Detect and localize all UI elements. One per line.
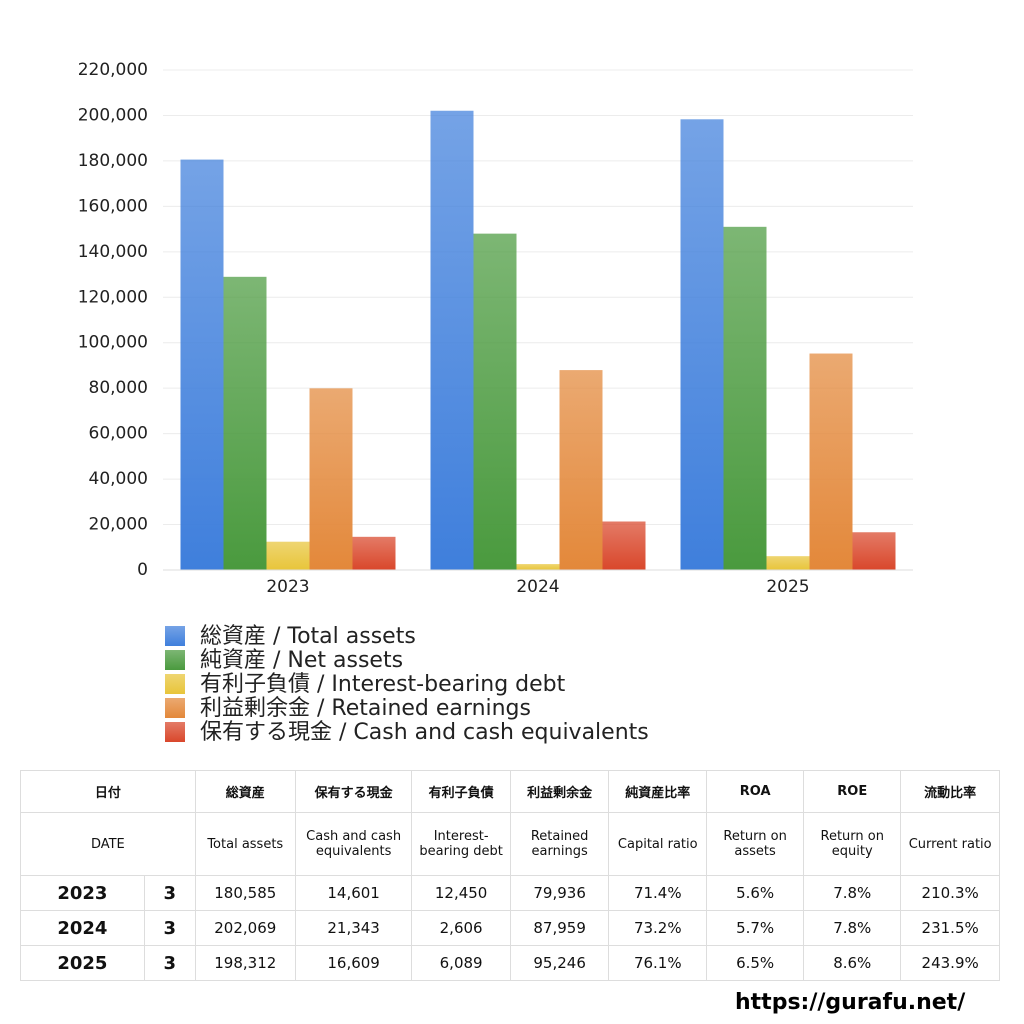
table-cell: 76.1% [608,945,708,981]
table-cell: Capital ratio [608,812,708,876]
bar [680,119,724,571]
table-cell: 総資産 [194,770,296,813]
table-cell: 16,609 [294,945,413,981]
legend-swatch [165,650,185,670]
legend-label: 利益剰余金 / Retained earnings [200,696,531,721]
y-tick-label: 140,000 [78,242,148,262]
table-cell: ROE [803,770,902,813]
legend-swatch [165,722,185,742]
y-tick-label: 40,000 [89,469,148,489]
x-tick-label: 2023 [266,577,309,597]
bar [473,233,517,571]
legend-label: 保有する現金 / Cash and cash equivalents [200,720,649,745]
bar [809,353,853,570]
y-tick-label: 20,000 [89,515,148,535]
table-cell: 7.8% [803,875,902,911]
table-cell: 日付 [20,770,196,813]
bar [223,276,267,570]
bar [180,159,224,571]
bar [430,110,474,571]
table-cell: 243.9% [900,945,1000,981]
table-cell: 2,606 [411,910,511,946]
table-cell: 180,585 [194,875,296,911]
table-cell: 保有する現金 [294,770,413,813]
legend-swatch [165,626,185,646]
table-cell: 2025 [20,945,145,981]
table-cell: 73.2% [608,910,708,946]
y-tick-label: 0 [137,560,148,580]
x-tick-label: 2024 [516,577,559,597]
bar [766,556,810,570]
table-cell: 95,246 [509,945,610,981]
table-cell: 71.4% [608,875,708,911]
table-cell: 79,936 [509,875,610,911]
legend-label: 純資産 / Net assets [200,648,403,673]
bar [559,370,603,570]
table-cell: 7.8% [803,910,902,946]
y-tick-label: 200,000 [78,105,148,125]
table-cell: 有利子負債 [411,770,511,813]
data-table: 日付 総資産 保有する現金 有利子負債 利益剰余金 純資産比率 ROA ROE 流動比率 DATE… [20,770,1000,981]
bar [852,532,896,570]
table-cell: 14,601 [294,875,413,911]
table-cell: 3 [143,875,196,911]
y-tick-label: 160,000 [78,196,148,216]
y-tick-label: 80,000 [89,378,148,398]
table-cell: Cash and cash equivalents [294,812,413,876]
bar [309,388,353,570]
table-cell: 2023 [20,875,145,911]
y-tick-label: 220,000 [78,60,148,80]
data-row: 2025 3 198,312 16,609 6,089 95,246 76.1% 6.5% 8.… [20,945,1000,981]
table-cell: 利益剰余金 [509,770,610,813]
table-cell: 6,089 [411,945,511,981]
data-row: 2023 3 180,585 14,601 12,450 79,936 71.4% 5.6% 7… [20,875,1000,911]
table-cell: ROA [706,770,805,813]
table-cell: 3 [143,945,196,981]
table-cell: Interest-bearing debt [411,812,511,876]
x-tick-label: 2025 [766,577,809,597]
header-row: 日付 総資産 保有する現金 有利子負債 利益剰余金 純資産比率 ROA ROE 流動比率 [20,770,1000,813]
chart: 0 20,000 40,000 60,000 80,000 100,000 120,000 1… [78,60,913,745]
table-cell: 5.7% [706,910,805,946]
footer-url: https://gurafu.net/ [735,990,966,1015]
table-cell: Return on equity [803,812,902,876]
legend-swatch [165,674,185,694]
table-cell: Return on assets [706,812,805,876]
table-cell: 流動比率 [900,770,1000,813]
table-cell: Retained earnings [509,812,610,876]
bar [602,521,646,570]
table-cell: 純資産比率 [608,770,708,813]
legend-swatch [165,698,185,718]
table-cell: Total assets [194,812,296,876]
y-tick-label: 120,000 [78,287,148,307]
legend-label: 有利子負債 / Interest-bearing debt [200,672,566,697]
table-cell: 12,450 [411,875,511,911]
data-row: 2024 3 202,069 21,343 2,606 87,959 73.2% 5.7% 7.… [20,910,1000,946]
table-cell: DATE [20,812,196,876]
header-row: DATE Total assets Cash and cash equivalent… [20,812,1000,876]
bar [723,226,767,570]
table-cell: 198,312 [194,945,296,981]
table-cell: 2024 [20,910,145,946]
table-cell: 231.5% [900,910,1000,946]
legend-label: 総資産 / Total assets [200,624,416,649]
y-tick-label: 100,000 [78,333,148,353]
table-cell: 8.6% [803,945,902,981]
y-tick-label: 60,000 [89,424,148,444]
y-tick-label: 180,000 [78,151,148,171]
table-cell: 5.6% [706,875,805,911]
table-cell: 21,343 [294,910,413,946]
table-cell: 202,069 [194,910,296,946]
bar [266,541,310,570]
table-cell: Current ratio [900,812,1000,876]
table-cell: 3 [143,910,196,946]
table-cell: 210.3% [900,875,1000,911]
bar [516,564,560,570]
bar [352,536,396,570]
table-cell: 87,959 [509,910,610,946]
table-cell: 6.5% [706,945,805,981]
